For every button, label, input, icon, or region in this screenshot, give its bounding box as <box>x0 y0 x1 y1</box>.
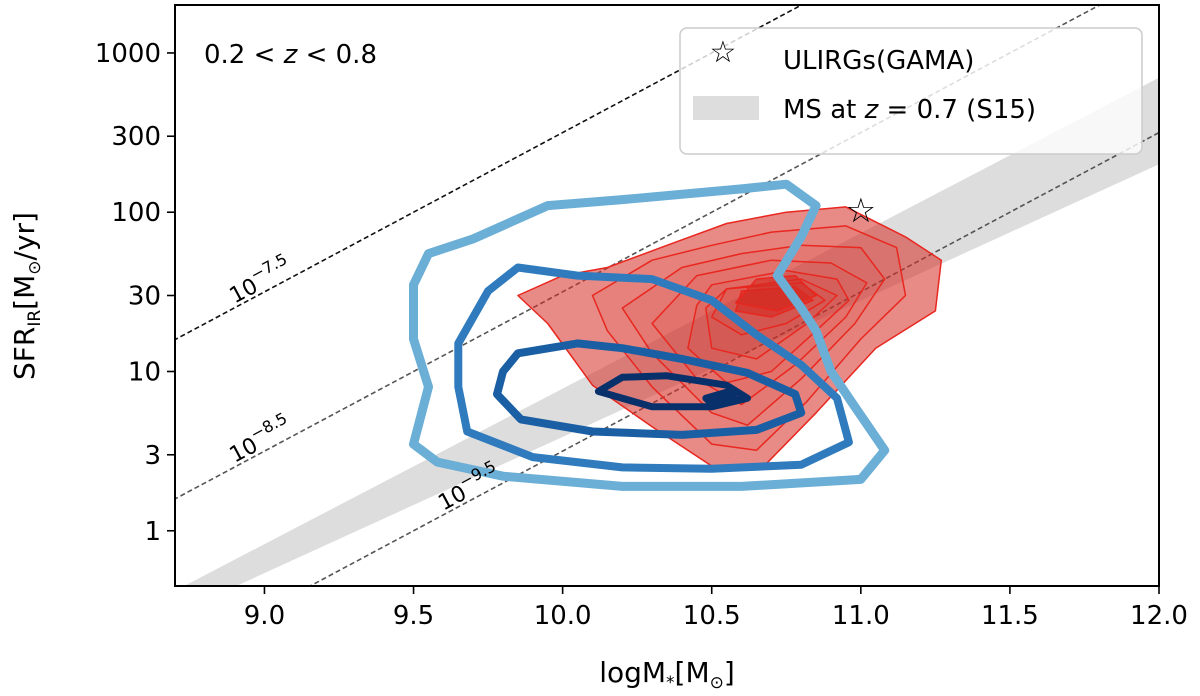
redshift-annotation: 0.2 < z < 0.8 <box>204 40 377 70</box>
y-tick-label: 100 <box>111 198 161 228</box>
blue-contour-level <box>454 263 853 473</box>
plot-area: ☆10−7.510−8.510−9.5 <box>175 5 1159 586</box>
x-tick-label: 9.5 <box>393 601 434 631</box>
blue-contour-level <box>409 179 890 491</box>
legend: ☆ ULIRGs(GAMA) MS at z = 0.7 (S15) <box>679 27 1143 155</box>
x-tick-label: 9.0 <box>244 601 285 631</box>
blue-contour-level <box>702 388 740 407</box>
x-axis-label: logM*[M⊙] <box>599 656 735 693</box>
y-tick-label: 10 <box>128 357 161 387</box>
x-tick-label: 12.0 <box>1130 601 1188 631</box>
star-icon: ☆ <box>710 35 737 70</box>
legend-ulirg-label: ULIRGs(GAMA) <box>783 46 974 76</box>
y-tick-label: 1 <box>144 517 161 547</box>
axes: 9.0 9.5 10.0 10.5 11.0 11.5 12.0 1 3 10 30 100 300 10… <box>95 4 1188 631</box>
y-tick-label: 300 <box>111 122 161 152</box>
ulirg-star-marker: ☆ <box>846 191 876 231</box>
ssfr-line <box>308 131 1159 586</box>
x-tick-label: 11.5 <box>981 601 1039 631</box>
y-tick-label: 1000 <box>95 39 161 69</box>
legend-box <box>679 27 1143 155</box>
y-axis-label: SFRIR[M⊙/yr] <box>8 212 45 380</box>
y-tick-label: 3 <box>144 441 161 471</box>
x-tick-label: 11.0 <box>832 601 890 631</box>
legend-ms-label: MS at z = 0.7 (S15) <box>783 95 1036 125</box>
x-tick-label: 10.5 <box>683 601 741 631</box>
legend-ms-swatch <box>693 96 759 120</box>
y-tick-label: 30 <box>128 282 161 312</box>
x-tick-label: 10.0 <box>534 601 592 631</box>
blue-contour-level <box>594 372 751 411</box>
blue-contour-level <box>493 339 806 439</box>
